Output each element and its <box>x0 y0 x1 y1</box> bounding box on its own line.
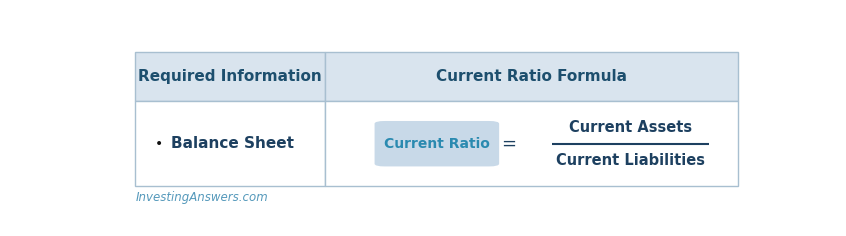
Text: Current Ratio Formula: Current Ratio Formula <box>437 69 628 84</box>
Text: =: = <box>502 135 516 153</box>
Text: Current Assets: Current Assets <box>569 120 692 135</box>
Bar <box>135 52 326 101</box>
Bar <box>326 52 739 101</box>
Text: Current Ratio: Current Ratio <box>384 137 490 151</box>
Text: InvestingAnswers.com: InvestingAnswers.com <box>135 191 268 204</box>
Bar <box>135 101 326 186</box>
Bar <box>326 101 739 186</box>
FancyBboxPatch shape <box>375 121 499 166</box>
Text: Current Liabilities: Current Liabilities <box>556 152 705 168</box>
Text: Required Information: Required Information <box>139 69 322 84</box>
Text: •: • <box>155 137 163 151</box>
Text: Balance Sheet: Balance Sheet <box>171 136 294 151</box>
